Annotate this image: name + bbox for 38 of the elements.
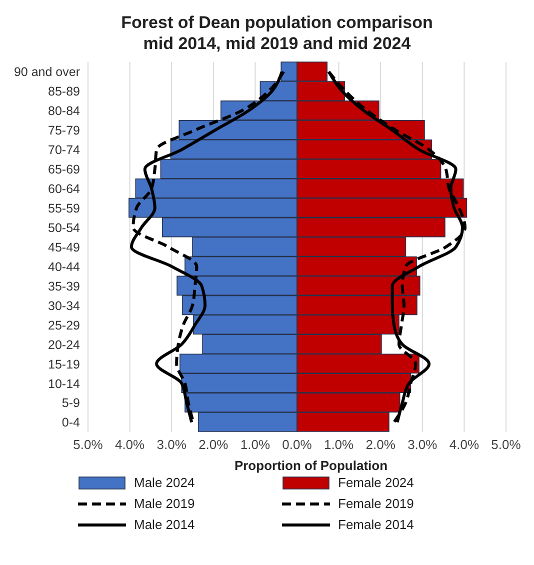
x-tick-label: 5.0% <box>491 437 522 452</box>
x-tick-label: 1.0% <box>324 437 354 452</box>
x-tick-label: 1.0% <box>240 437 270 452</box>
y-tick-label: 20-24 <box>48 338 80 352</box>
y-tick-label: 85-89 <box>48 84 80 99</box>
y-tick-label: 90 and over <box>14 65 80 80</box>
y-tick-label: 55-59 <box>48 201 80 216</box>
legend-label: Male 2024 <box>134 475 195 490</box>
y-tick-label: 70-74 <box>48 143 80 158</box>
y-tick-label: 50-54 <box>48 220 80 235</box>
legend-label: Male 2014 <box>134 517 195 532</box>
y-tick-label: 80-84 <box>48 104 80 118</box>
y-tick-label: 0-4 <box>62 416 80 430</box>
y-tick-label: 40-44 <box>48 260 80 274</box>
legend-label: Female 2024 <box>338 475 414 490</box>
y-tick-label: 35-39 <box>48 279 80 294</box>
x-tick-label: 3.0% <box>156 437 187 452</box>
y-tick-label: 30-34 <box>48 298 80 313</box>
legend-label: Female 2019 <box>338 496 414 511</box>
y-tick-label: 15-19 <box>48 357 80 372</box>
legend-label: Female 2014 <box>338 517 414 532</box>
y-tick-label: 5-9 <box>62 396 80 410</box>
legend-label: Male 2019 <box>134 496 195 511</box>
x-tick-label: 4.0% <box>114 437 146 452</box>
y-tick-label: 45-49 <box>48 240 80 254</box>
x-tick-label: 2.0% <box>366 437 396 452</box>
x-tick-label: 0.0% <box>282 437 312 452</box>
x-tick-label: 3.0% <box>408 437 438 452</box>
x-tick-label: 5.0% <box>73 437 104 452</box>
y-tick-label: 65-69 <box>48 162 80 177</box>
x-tick-label: 2.0% <box>198 437 229 452</box>
y-tick-label: 75-79 <box>48 124 80 138</box>
x-tick-label: 4.0% <box>449 437 480 452</box>
y-tick-label: 10-14 <box>48 376 80 391</box>
chart-title: Forest of Dean population comparison mid 2014, mid 2019 and mid 2024 <box>120 12 434 55</box>
y-tick-label: 25-29 <box>48 318 80 332</box>
x-axis-title: Proportion of Population <box>233 458 389 473</box>
y-tick-label: 60-64 <box>48 182 80 196</box>
